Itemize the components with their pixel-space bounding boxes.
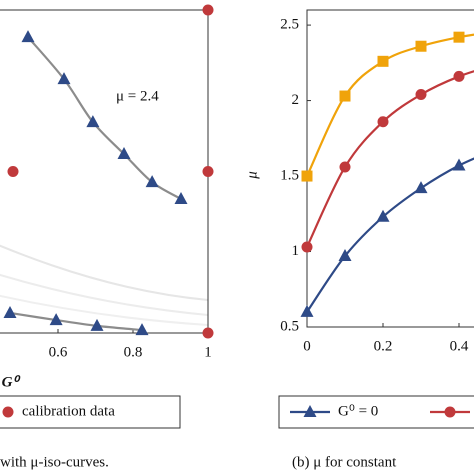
y-tick-label: 2 [292, 92, 300, 108]
marker [21, 30, 35, 43]
marker [202, 4, 214, 16]
marker [452, 158, 466, 171]
legend-label: G⁰ = 0 [338, 403, 378, 419]
x-tick-label: 0.6 [49, 344, 68, 360]
marker [339, 161, 351, 173]
series-line [306, 33, 474, 177]
marker [301, 241, 313, 253]
legend-label: calibration data [22, 403, 115, 419]
marker [376, 209, 390, 222]
marker [339, 90, 351, 102]
y-tick-label: 0.5 [280, 318, 299, 334]
x-axis-label: G⁰ [2, 374, 22, 390]
marker [135, 323, 149, 336]
x-tick-label: 1 [204, 344, 212, 360]
caption: with μ-iso-curves. [0, 454, 109, 470]
marker [453, 31, 465, 43]
x-tick-label: 0 [303, 338, 311, 354]
marker [7, 166, 19, 177]
series-line [306, 70, 474, 248]
marker [86, 115, 100, 128]
iso-curve [0, 244, 209, 301]
y-tick-label: 1 [292, 243, 300, 259]
marker [414, 181, 428, 194]
caption: (b) μ for constant [292, 454, 397, 470]
series-line [27, 36, 182, 200]
marker [338, 249, 352, 262]
marker [415, 89, 427, 101]
marker [90, 318, 104, 331]
iso-curve [0, 294, 209, 326]
marker [117, 147, 131, 160]
marker [145, 175, 159, 188]
marker [377, 116, 389, 128]
legend-marker [2, 406, 14, 418]
annotation: μ = 2.4 [116, 88, 159, 104]
y-axis-label: μ [244, 171, 260, 180]
series-line [306, 157, 474, 313]
legend-marker [444, 406, 456, 418]
marker [57, 72, 71, 85]
marker [300, 304, 314, 317]
marker [174, 191, 188, 204]
marker [377, 55, 389, 67]
series-line [9, 311, 143, 332]
x-tick-label: 0.8 [124, 344, 143, 360]
marker [453, 70, 465, 82]
marker [202, 327, 214, 339]
x-tick-label: 0.4 [450, 338, 469, 354]
legend-box [278, 395, 474, 429]
legend-box [0, 395, 181, 429]
marker [301, 170, 313, 182]
marker [415, 40, 427, 52]
marker [3, 305, 17, 318]
iso-curve [0, 273, 209, 316]
marker [49, 313, 63, 326]
marker [202, 166, 214, 177]
x-tick-label: 0.2 [374, 338, 393, 354]
y-tick-label: 2.5 [280, 17, 299, 33]
plot-frame [306, 9, 474, 328]
y-tick-label: 1.5 [280, 167, 299, 183]
legend-marker [303, 405, 317, 417]
